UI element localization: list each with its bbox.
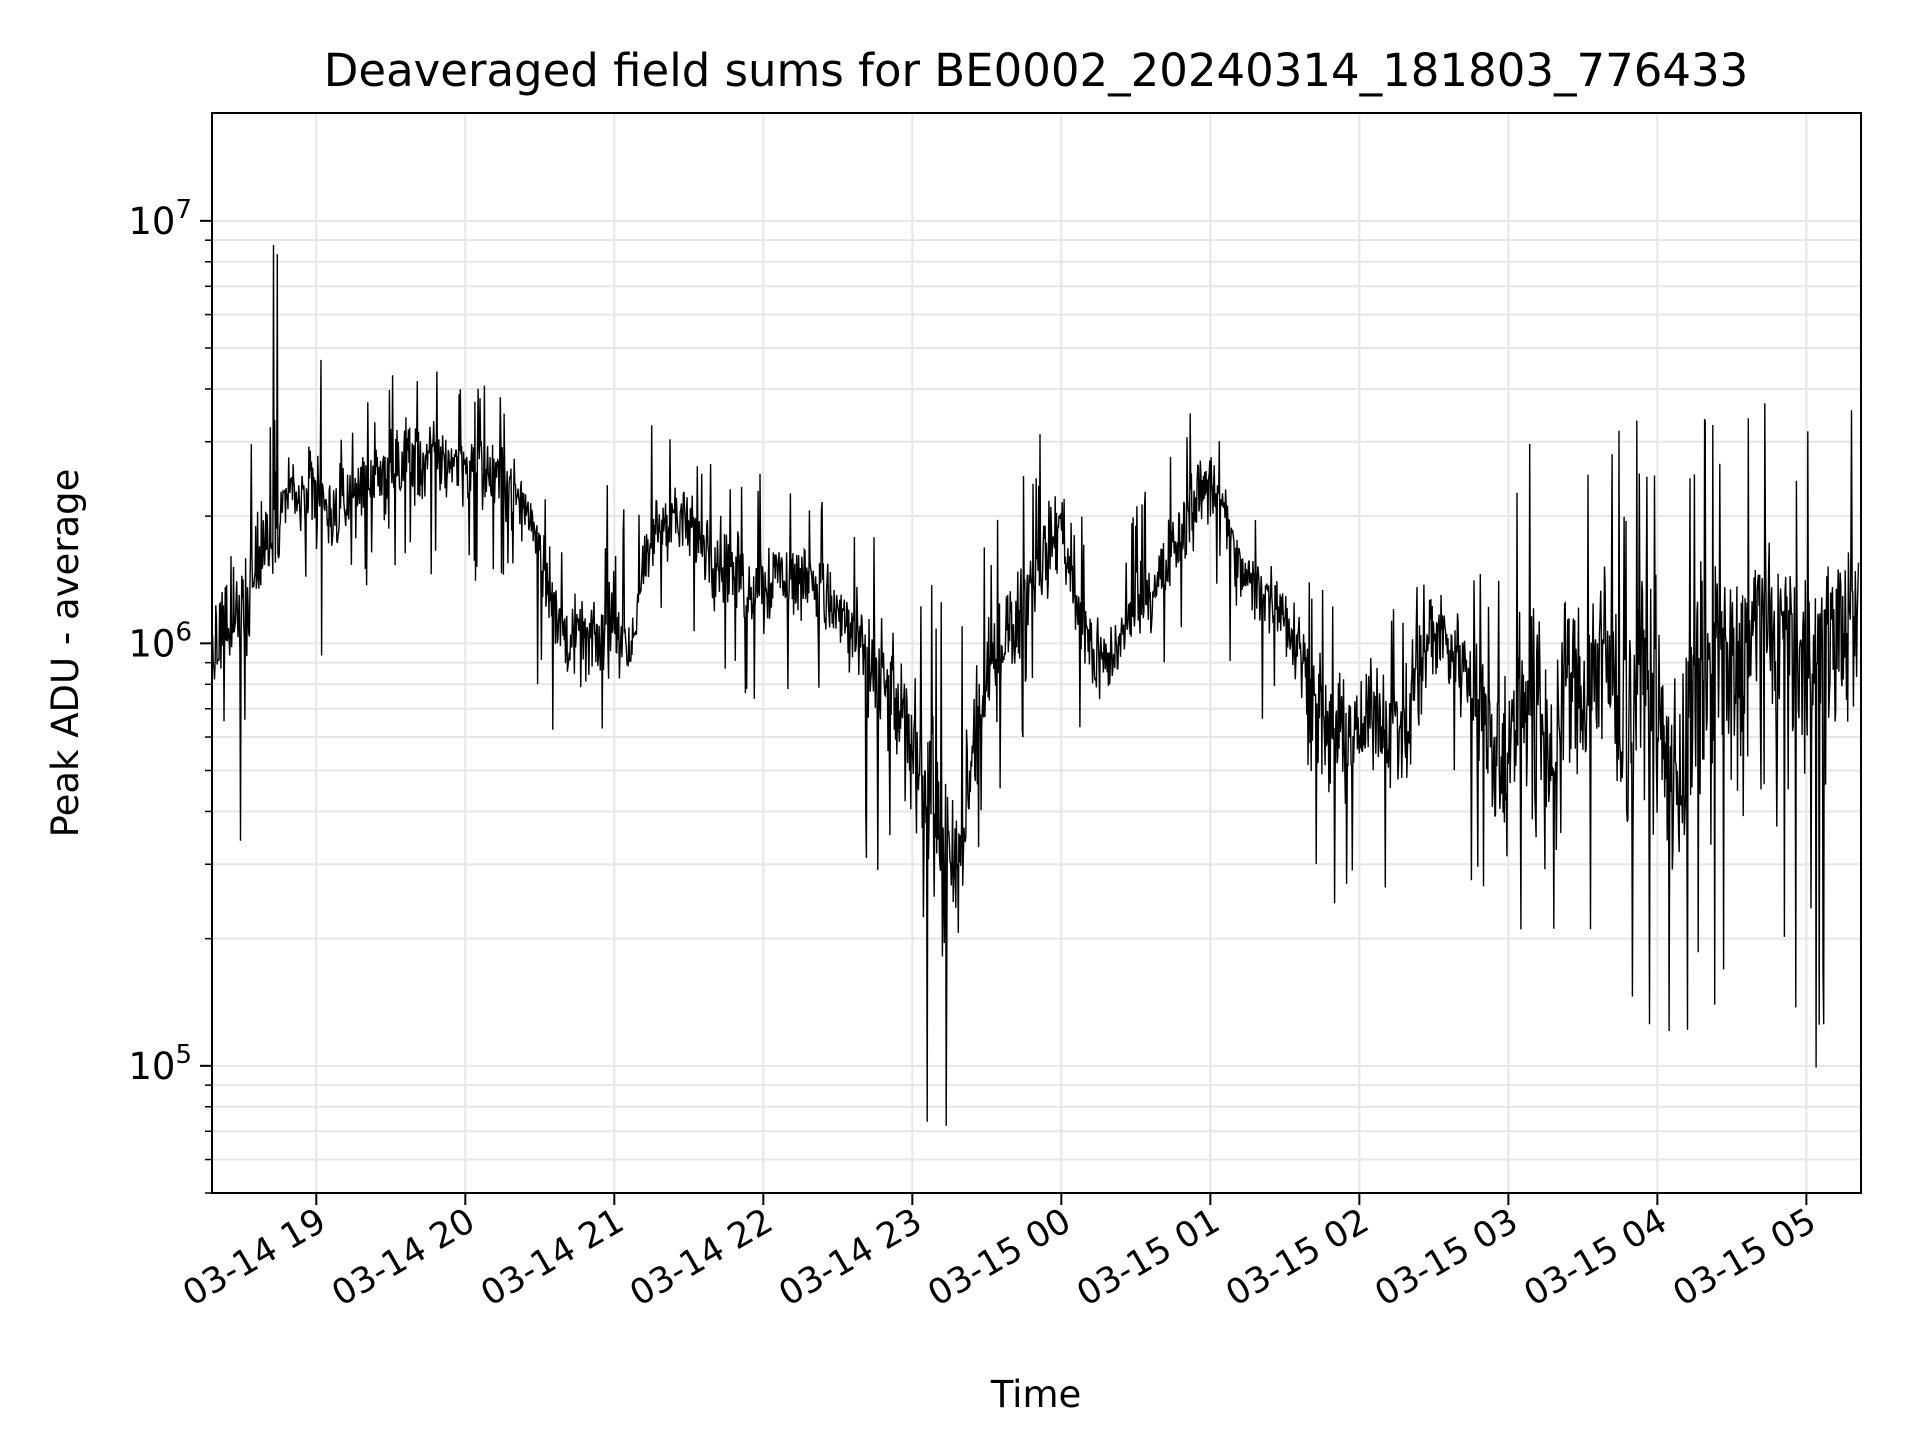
y-tick-label: 106	[128, 617, 192, 665]
y-axis: 105 106 107	[128, 195, 212, 1194]
plot-frame	[211, 112, 1862, 1194]
y-tick-label: 107	[128, 195, 192, 243]
y-tick-label: 105	[128, 1040, 192, 1088]
grid	[212, 113, 1861, 1194]
series-line	[211, 244, 1860, 1126]
y-axis-label: Peak ADU - average	[44, 469, 87, 838]
x-axis-label: Time	[990, 1373, 1082, 1416]
series-line-group	[211, 244, 1860, 1126]
chart-title: Deaveraged field sums for BE0002_2024031…	[324, 44, 1749, 97]
